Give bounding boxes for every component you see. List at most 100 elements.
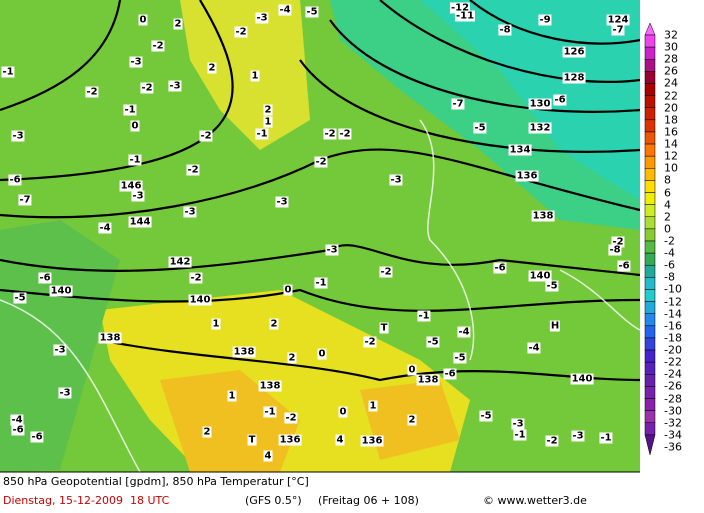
colorbar-label: 0 — [664, 222, 671, 236]
map-label: -8 — [608, 244, 622, 256]
map-label: 1 — [250, 70, 260, 82]
map-label: -3 — [129, 56, 143, 68]
map-label: -2 — [199, 130, 213, 142]
colorbar-label: -6 — [664, 258, 675, 272]
colorbar-label: -28 — [664, 392, 682, 406]
map-label: 130 — [528, 98, 552, 110]
colorbar-segment — [644, 228, 656, 242]
colorbar-segment — [644, 386, 656, 399]
colorbar-label: 16 — [664, 125, 678, 139]
colorbar-segment — [644, 34, 656, 48]
map-label: -5 — [453, 352, 467, 364]
map-label: -1 — [314, 277, 328, 289]
map-label: 1 — [211, 318, 221, 330]
map-label: -7 — [611, 24, 625, 36]
map-label: 140 — [570, 373, 594, 385]
colorbar-segment — [644, 434, 656, 456]
map-label: -2 — [85, 86, 99, 98]
colorbar-segment — [644, 349, 656, 363]
colorbar-label: -2 — [664, 234, 675, 248]
colorbar-segment — [644, 361, 656, 375]
colorbar-segment — [644, 240, 656, 254]
map-label: 0 — [283, 284, 293, 296]
map-label: 0 — [338, 406, 348, 418]
map-label: -4 — [527, 342, 541, 354]
map-label: -4 — [278, 4, 292, 16]
map-label: -3 — [511, 418, 525, 430]
colorbar-label: -20 — [664, 343, 682, 357]
map-label: -6 — [443, 368, 457, 380]
colorbar-segment — [644, 337, 656, 351]
colorbar-label: -12 — [664, 295, 682, 309]
map-label: 0 — [138, 14, 148, 26]
map-label: -1 — [123, 104, 137, 116]
map-label: -2 — [140, 82, 154, 94]
colorbar — [644, 22, 656, 456]
map-label: -1 — [1, 66, 15, 78]
map-label: -1 — [599, 432, 613, 444]
colorbar-label: 14 — [664, 137, 678, 151]
map-label: 132 — [528, 122, 552, 134]
colorbar-label: -4 — [664, 246, 675, 260]
map-label: -7 — [451, 98, 465, 110]
map-label: -2 — [314, 156, 328, 168]
map-label: -5 — [305, 6, 319, 18]
map-label: -5 — [479, 410, 493, 422]
map-label: -2 — [323, 128, 337, 140]
colorbar-segment — [644, 71, 656, 84]
colorbar-label: -32 — [664, 416, 682, 430]
map-label: 140 — [188, 294, 212, 306]
colorbar-segment — [644, 422, 656, 436]
colorbar-segment — [644, 410, 656, 424]
map-label: 146 — [119, 180, 143, 192]
colorbar-segment — [644, 313, 656, 327]
map-label: -1 — [255, 128, 269, 140]
map-label: T — [247, 434, 257, 446]
map-label: -3 — [183, 206, 197, 218]
footer-bg — [0, 472, 640, 513]
colorbar-segment — [644, 325, 656, 339]
map-label: -3 — [389, 174, 403, 186]
map-label: 136 — [360, 435, 384, 447]
colorbar-label: 8 — [664, 173, 671, 187]
colorbar-segment — [644, 83, 656, 96]
map-label: -1 — [513, 429, 527, 441]
colorbar-label: 32 — [664, 28, 678, 42]
map-label: 134 — [508, 144, 532, 156]
colorbar-label: -22 — [664, 355, 682, 369]
map-label: -9 — [538, 14, 552, 26]
map-label: 0 — [407, 364, 417, 376]
map-label: H — [549, 320, 561, 332]
map-label: -4 — [457, 326, 471, 338]
map-label: -1 — [263, 406, 277, 418]
colorbar-segment — [644, 252, 656, 266]
map-label: 1 — [368, 400, 378, 412]
colorbar-label: 6 — [664, 186, 671, 200]
colorbar-segment — [644, 289, 656, 302]
footer-credit: © www.wetter3.de — [483, 494, 587, 507]
map-label: -5 — [545, 280, 559, 292]
map-label: 138 — [258, 380, 282, 392]
map-label: -3 — [58, 387, 72, 399]
colorbar-segment — [644, 131, 656, 145]
isotherms — [0, 119, 641, 473]
map-label: -3 — [168, 80, 182, 92]
map-label: -6 — [11, 424, 25, 436]
warm-area — [160, 370, 300, 472]
map-label: 138 — [232, 346, 256, 358]
colorbar-label: -34 — [664, 428, 682, 442]
map-label: 138 — [416, 374, 440, 386]
colorbar-segment — [644, 155, 656, 169]
colorbar-label: -10 — [664, 282, 682, 296]
colorbar-label: -18 — [664, 331, 682, 345]
map-label: -5 — [473, 122, 487, 134]
colorbar-label: 12 — [664, 149, 678, 163]
map-label: 2 — [173, 18, 183, 30]
map-label: -6 — [553, 94, 567, 106]
map-label: -2 — [284, 412, 298, 424]
map-label: 144 — [128, 216, 152, 228]
colorbar-label: -8 — [664, 270, 675, 284]
colorbar-segment — [644, 58, 656, 72]
colorbar-label: -24 — [664, 367, 682, 381]
